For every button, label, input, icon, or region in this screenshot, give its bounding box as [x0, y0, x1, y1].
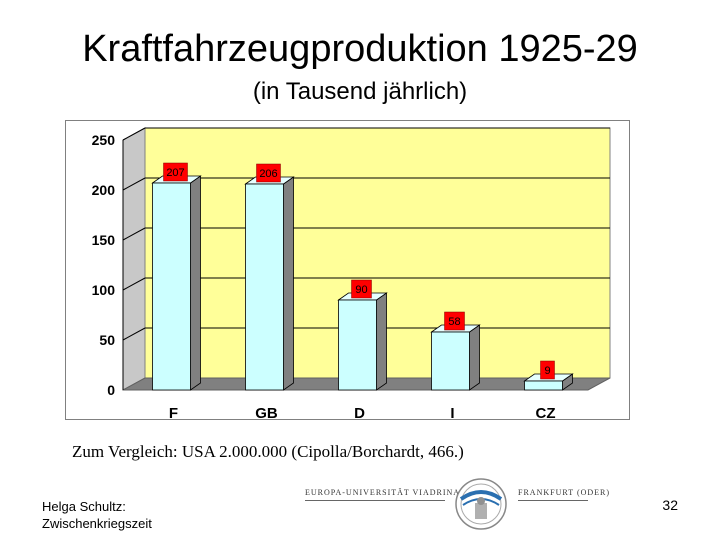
y-tick-label: 50 — [99, 332, 115, 348]
divider-left — [305, 500, 445, 501]
data-label: 207 — [166, 167, 184, 179]
y-tick-label: 200 — [92, 182, 116, 198]
bar — [431, 331, 470, 391]
x-tick-label: D — [354, 405, 365, 420]
y-tick-label: 100 — [92, 282, 116, 298]
bar-side — [190, 175, 201, 391]
university-city: FRANKFURT (ODER) — [518, 488, 611, 497]
author-name: Helga Schultz: — [42, 499, 126, 514]
page-number: 32 — [662, 497, 678, 513]
slide-title: Kraftfahrzeugproduktion 1925-29 — [82, 28, 638, 70]
author-block: Helga Schultz: Zwischenkriegszeit — [42, 498, 152, 532]
bar-chart: 0 50 100 150 200 250 207 F 206 GB 90 D 58 I 9 CZ — [65, 120, 630, 422]
y-tick-label: 250 — [92, 132, 116, 148]
bar-side — [283, 176, 294, 391]
gridline-side — [122, 277, 146, 291]
data-label: 58 — [448, 316, 460, 328]
data-label: 9 — [544, 365, 550, 377]
bar — [245, 183, 284, 391]
bar — [338, 299, 377, 391]
data-label-box — [444, 311, 465, 331]
x-tick-label: I — [450, 405, 454, 420]
bar — [524, 380, 563, 391]
data-label-box — [256, 163, 281, 183]
data-label: 206 — [259, 168, 277, 180]
university-seal-logo — [455, 478, 507, 530]
bar-side — [469, 324, 480, 391]
y-tick-label: 0 — [107, 382, 115, 398]
gridline-side — [122, 177, 146, 191]
data-label-box — [540, 360, 555, 380]
divider-right — [518, 500, 588, 501]
university-name: EUROPA-UNIVERSITÄT VIADRINA — [305, 488, 461, 497]
chart: 0 50 100 150 200 250 207 F 206 GB 90 D 58 I 9 CZ — [65, 120, 630, 422]
bar — [152, 182, 191, 391]
chart-side-wall — [122, 127, 146, 391]
x-tick-label: F — [169, 405, 178, 420]
gridline-side — [122, 327, 146, 341]
y-tick-label: 150 — [92, 232, 116, 248]
gridline-side — [122, 127, 146, 141]
data-label-box — [163, 162, 188, 182]
bar-side — [376, 292, 387, 391]
data-label: 90 — [355, 284, 367, 296]
x-tick-label: GB — [255, 405, 278, 420]
slide-subtitle: (in Tausend jährlich) — [252, 78, 468, 105]
x-tick-label: CZ — [536, 405, 556, 420]
comparison-note: Zum Vergleich: USA 2.000.000 (Cipolla/Bo… — [72, 442, 464, 461]
data-label-box — [351, 279, 372, 299]
lecture-title: Zwischenkriegszeit — [42, 516, 152, 531]
gridline-side — [122, 227, 146, 241]
